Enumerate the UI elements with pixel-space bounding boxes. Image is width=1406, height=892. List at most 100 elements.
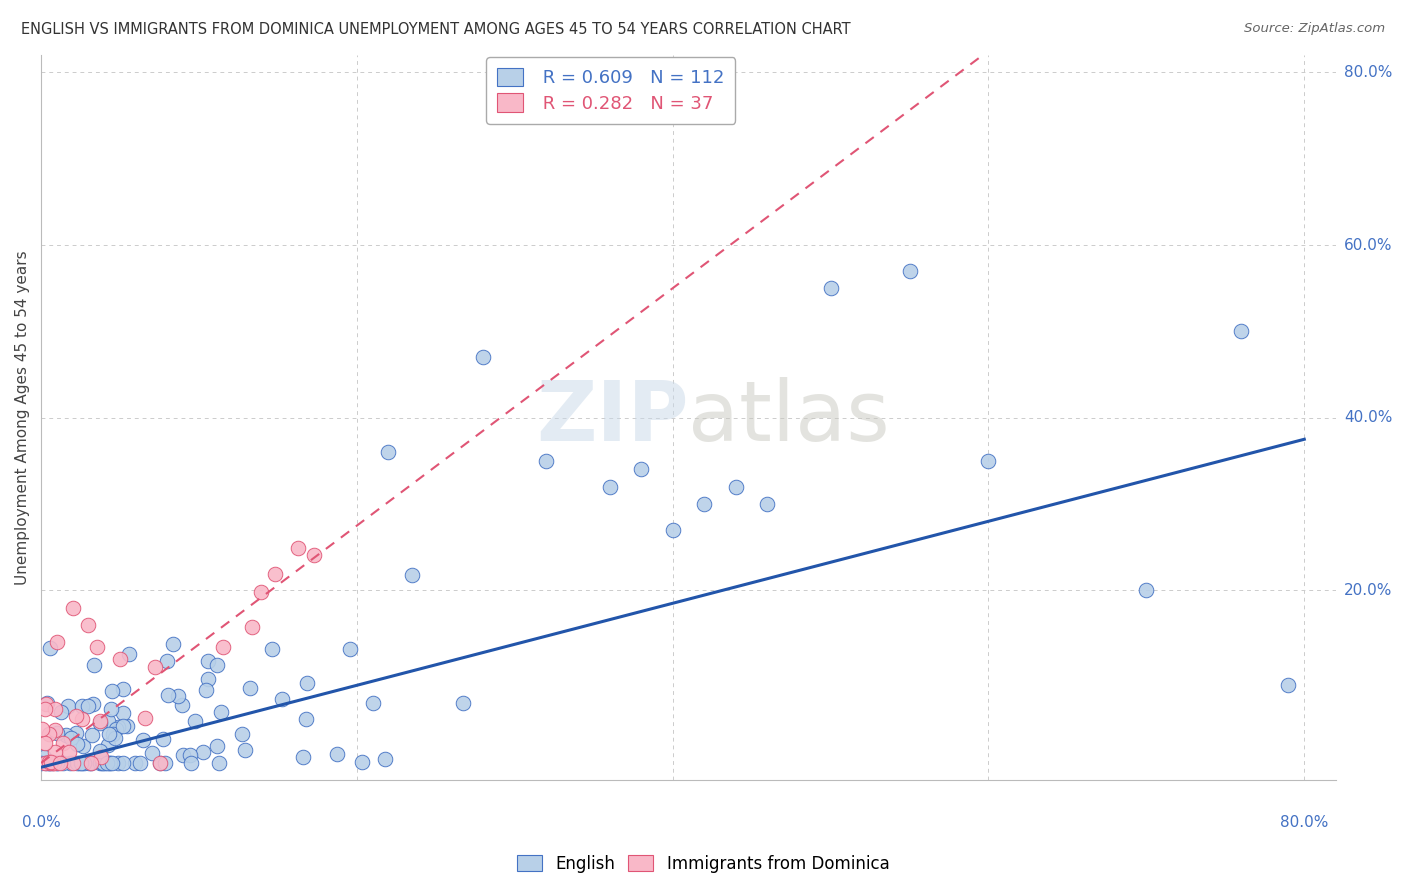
- Point: [89, 744, 111, 758]
- Point: [233, 743, 256, 757]
- Point: [56, 698, 79, 713]
- Point: [83, 657, 105, 672]
- Point: [66, 737, 89, 751]
- Point: [209, 706, 232, 720]
- Point: [82, 697, 104, 711]
- Point: [599, 480, 621, 494]
- Point: [197, 672, 219, 686]
- Text: 60.0%: 60.0%: [1344, 237, 1392, 252]
- Point: [977, 454, 1000, 468]
- Point: [131, 732, 153, 747]
- Point: [724, 480, 747, 494]
- Point: [162, 637, 184, 651]
- Point: [41, 756, 63, 770]
- Point: [104, 722, 127, 736]
- Point: [49, 756, 72, 770]
- Point: [239, 681, 262, 696]
- Point: [66, 756, 89, 770]
- Point: [38, 755, 60, 769]
- Point: [115, 719, 138, 733]
- Point: [80, 756, 103, 770]
- Point: [361, 697, 384, 711]
- Point: [96, 756, 118, 770]
- Point: [350, 755, 373, 769]
- Text: 0.0%: 0.0%: [21, 814, 60, 830]
- Point: [155, 756, 177, 770]
- Legend: English, Immigrants from Dominica: English, Immigrants from Dominica: [510, 848, 896, 880]
- Point: [1135, 583, 1157, 598]
- Point: [240, 620, 263, 634]
- Point: [148, 756, 170, 770]
- Point: [157, 688, 180, 702]
- Point: [62, 756, 84, 770]
- Point: [35, 697, 58, 711]
- Point: [97, 714, 120, 728]
- Point: [693, 497, 716, 511]
- Point: [134, 711, 156, 725]
- Point: [44, 701, 66, 715]
- Point: [180, 756, 202, 770]
- Text: Source: ZipAtlas.com: Source: ZipAtlas.com: [1244, 22, 1385, 36]
- Point: [112, 682, 135, 697]
- Point: [52, 756, 75, 770]
- Point: [271, 691, 294, 706]
- Point: [111, 756, 134, 770]
- Point: [208, 756, 231, 770]
- Point: [107, 720, 129, 734]
- Point: [249, 585, 271, 599]
- Point: [49, 706, 72, 720]
- Point: [59, 731, 82, 746]
- Point: [179, 748, 201, 763]
- Point: [65, 726, 87, 740]
- Text: 80.0%: 80.0%: [1344, 65, 1392, 80]
- Point: [52, 736, 75, 750]
- Point: [101, 756, 124, 770]
- Point: [143, 660, 166, 674]
- Point: [149, 756, 172, 770]
- Point: [100, 684, 122, 698]
- Y-axis label: Unemployment Among Ages 45 to 54 years: Unemployment Among Ages 45 to 54 years: [15, 251, 30, 585]
- Point: [34, 756, 56, 770]
- Point: [141, 746, 163, 760]
- Text: ZIP: ZIP: [536, 377, 689, 458]
- Point: [820, 281, 842, 295]
- Point: [191, 745, 214, 759]
- Point: [111, 706, 134, 720]
- Point: [70, 712, 93, 726]
- Point: [129, 756, 152, 770]
- Point: [194, 683, 217, 698]
- Text: 40.0%: 40.0%: [1344, 410, 1392, 425]
- Point: [44, 744, 66, 758]
- Point: [30, 756, 52, 770]
- Point: [295, 675, 318, 690]
- Point: [1277, 678, 1299, 692]
- Point: [77, 756, 100, 770]
- Point: [42, 756, 65, 770]
- Point: [58, 745, 80, 759]
- Point: [38, 756, 60, 770]
- Point: [339, 642, 361, 657]
- Point: [38, 756, 60, 770]
- Point: [898, 264, 921, 278]
- Point: [55, 728, 77, 742]
- Point: [295, 712, 318, 726]
- Point: [39, 755, 62, 769]
- Point: [69, 756, 91, 770]
- Point: [72, 739, 94, 753]
- Text: ENGLISH VS IMMIGRANTS FROM DOMINICA UNEMPLOYMENT AMONG AGES 45 TO 54 YEARS CORRE: ENGLISH VS IMMIGRANTS FROM DOMINICA UNEM…: [21, 22, 851, 37]
- Point: [183, 714, 205, 728]
- Point: [661, 523, 683, 537]
- Point: [82, 728, 104, 742]
- Point: [67, 756, 90, 770]
- Point: [32, 750, 55, 764]
- Point: [91, 756, 114, 770]
- Point: [45, 756, 67, 770]
- Point: [100, 702, 122, 716]
- Point: [86, 640, 108, 654]
- Point: [77, 618, 100, 632]
- Point: [374, 751, 396, 765]
- Point: [211, 640, 233, 654]
- Legend:  R = 0.609   N = 112,  R = 0.282   N = 37: R = 0.609 N = 112, R = 0.282 N = 37: [486, 57, 735, 124]
- Point: [90, 750, 112, 764]
- Point: [630, 462, 652, 476]
